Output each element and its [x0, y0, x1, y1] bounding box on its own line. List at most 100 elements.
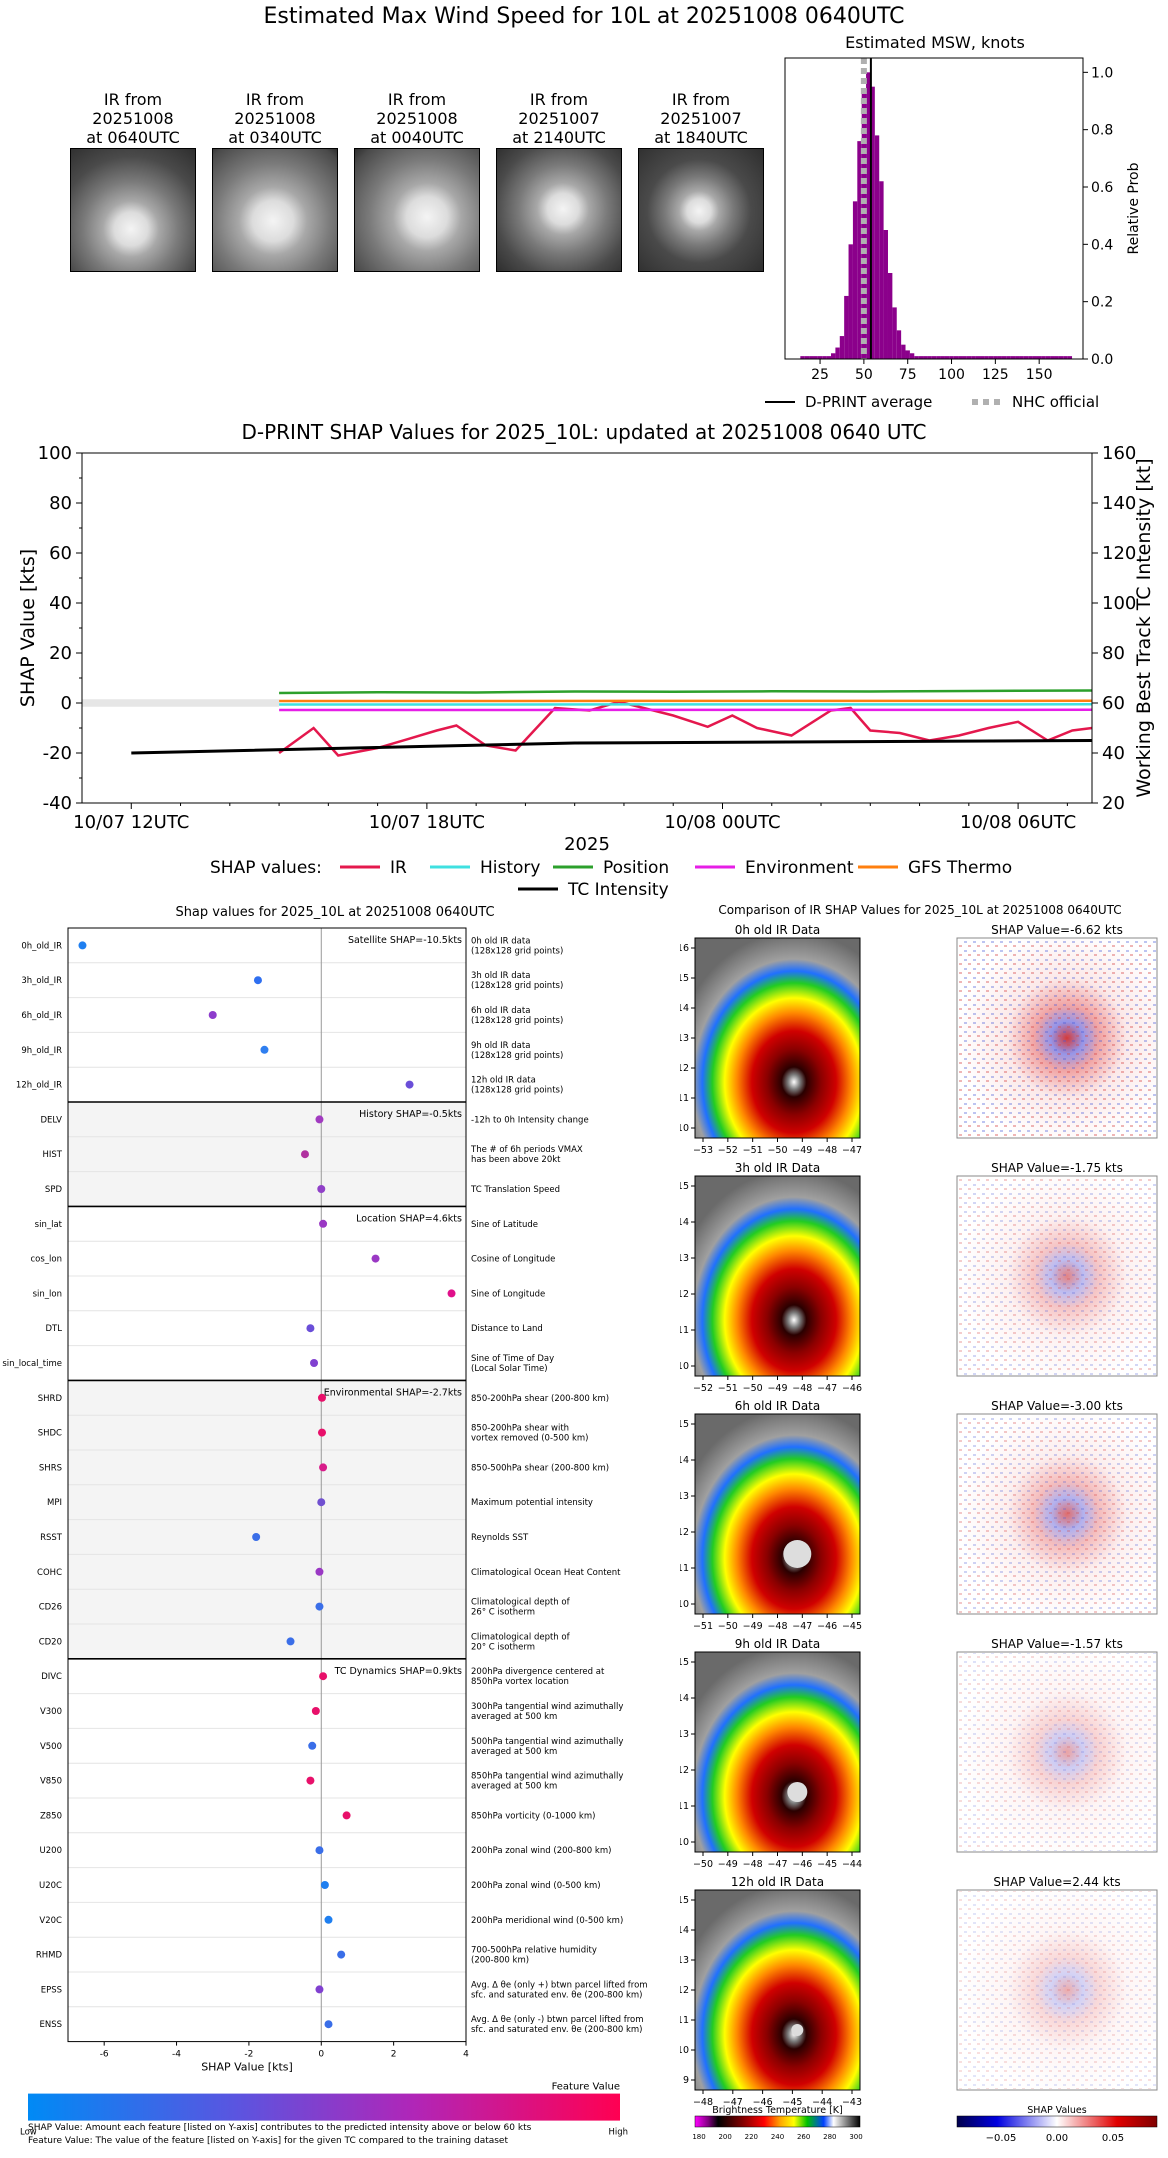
ir-y-tick-label: 11: [680, 1563, 689, 1574]
ir-x-tick-label: −46: [817, 1621, 837, 1632]
ir-x-tick-label: −48: [767, 1621, 787, 1632]
ir-x-tick-label: −49: [792, 1145, 812, 1156]
ir-y-tick-label: 13: [680, 1033, 689, 1044]
histogram-bar: [1063, 356, 1068, 359]
feature-description: 500hPa tangential wind azimuthally: [471, 1737, 623, 1747]
feature-name: RHMD: [36, 1951, 63, 1961]
histogram-bar: [931, 356, 937, 359]
ir-y-tick-label: 14: [680, 1925, 689, 1936]
feature-group-label: History SHAP=-0.5kts: [359, 1109, 462, 1120]
histogram-bar: [1001, 356, 1007, 359]
ir-x-tick-label: −45: [782, 2097, 802, 2108]
histogram-bar: [1036, 356, 1042, 359]
feature-name: 3h_old_IR: [21, 976, 62, 986]
shap-panel-speckle: [958, 1891, 1156, 2089]
ir-y-tick-label: 12: [680, 1289, 689, 1300]
feature-description: sfc. and saturated env. θe (200-800 km): [471, 1990, 643, 2000]
bt-colorbar-tick: 200: [718, 2133, 731, 2141]
ir-x-tick-label: −50: [693, 1859, 713, 1870]
ir-thumbnail-image: [354, 148, 480, 272]
feature-name: sin_lon: [33, 1289, 62, 1299]
legend-label-tc-intensity: TC Intensity: [567, 880, 669, 900]
ts-right-tick-label: 40: [1102, 743, 1125, 764]
ir-thumbnail-title: IR from 20251007 at 1840UTC: [636, 90, 766, 147]
bt-colorbar: [694, 2115, 861, 2128]
feature-description: 200hPa meridional wind (0-500 km): [471, 1916, 623, 1926]
ir-thumbnail-title-line: at 0640UTC: [86, 128, 180, 147]
feature-description: averaged at 500 km: [471, 1747, 557, 1757]
feature-description: Cosine of Longitude: [471, 1255, 555, 1265]
feature-name: SHDC: [38, 1429, 62, 1439]
bt-colorbar-tick: 180: [692, 2133, 705, 2141]
ir-thumbnail-title-line: at 1840UTC: [654, 128, 748, 147]
ts-right-axis-label: Working Best Track TC Intensity [kt]: [1133, 458, 1155, 797]
feature-point: [315, 1985, 324, 1994]
feature-point: [315, 1846, 324, 1855]
feature-name: 0h_old_IR: [21, 941, 62, 951]
feature-x-tick-label: 2: [391, 2050, 397, 2060]
feature-point: [208, 1011, 217, 1019]
ir-y-tick-label: 14: [680, 1455, 689, 1466]
feature-name: SHRS: [39, 1463, 62, 1473]
ir-y-tick-label: 13: [680, 1491, 689, 1502]
feature-point: [319, 1219, 328, 1228]
feature-x-tick-label: 4: [463, 2050, 469, 2060]
feature-description: (128x128 grid points): [471, 1016, 563, 1026]
ts-left-tick-label: -40: [43, 793, 72, 814]
ir-x-tick-label: −44: [842, 1859, 862, 1870]
feature-description: averaged at 500 km: [471, 1782, 557, 1792]
shap-panel-title: SHAP Value=-1.57 kts: [991, 1637, 1123, 1651]
ir-thumbnail-title: IR from 20251008 at 0040UTC: [352, 90, 482, 147]
feature-description: Climatological Ocean Heat Content: [471, 1568, 621, 1578]
histogram-bar: [839, 336, 845, 359]
shap-colorbar-tick: 0.00: [1046, 2133, 1068, 2144]
ir-x-tick-label: −47: [817, 1383, 837, 1394]
ir-x-tick-label: −43: [842, 2097, 862, 2108]
ir-x-tick-label: −50: [767, 1145, 787, 1156]
ir-y-tick-label: 11: [680, 1801, 689, 1812]
feature-description: 700-500hPa relative humidity: [471, 1946, 597, 1956]
ir-y-tick-label: 11: [680, 2015, 689, 2026]
ir-panel-title: 6h old IR Data: [735, 1399, 821, 1413]
histogram-bar: [1045, 356, 1051, 359]
histogram-bar: [866, 72, 871, 359]
feature-description: averaged at 500 km: [471, 1712, 557, 1722]
feature-x-tick-label: -4: [172, 2050, 181, 2060]
ir-x-tick-label: −46: [792, 1859, 812, 1870]
ir-y-tick-label: 10: [680, 2045, 689, 2056]
ts-left-tick-label: 40: [49, 593, 72, 614]
ts-right-tick-label: 140: [1102, 493, 1136, 514]
feature-point: [317, 1393, 326, 1402]
feature-point: [300, 1150, 309, 1159]
feature-point: [253, 976, 262, 985]
histogram-y-axis-label: Relative Prob: [1126, 162, 1140, 254]
ir-y-tick-label: 12: [680, 1063, 689, 1074]
histogram-bar: [997, 356, 1002, 359]
ir-thumbnail-title-line: at 2140UTC: [512, 128, 606, 147]
histogram-bar: [971, 356, 976, 359]
feature-description: 200hPa zonal wind (200-800 km): [471, 1846, 611, 1856]
ir-y-tick-label: 14: [680, 1217, 689, 1228]
legend-title: SHAP values:: [210, 858, 322, 878]
series-line-ir: [278, 700, 1093, 757]
histogram-y-tick-label: 1.0: [1091, 65, 1113, 81]
histogram-bar: [953, 356, 959, 359]
histogram-bar: [966, 356, 972, 359]
bt-colorbar-tick: 280: [823, 2133, 836, 2141]
ir-x-tick-label: −49: [767, 1383, 787, 1394]
ir-thumbnail-title-line: at 0340UTC: [228, 128, 322, 147]
ir-y-tick-label: 15: [680, 973, 689, 984]
histogram-bar: [1054, 356, 1059, 359]
ir-y-tick-label: 10: [680, 1123, 689, 1134]
feature-point: [78, 941, 87, 950]
feature-name: MPI: [47, 1498, 62, 1508]
histogram-bar: [896, 330, 902, 359]
feature-description: Sine of Time of Day: [471, 1354, 554, 1364]
histogram-bar: [1006, 356, 1011, 359]
ts-left-tick-label: 60: [49, 543, 72, 564]
feature-colorbar-high: High: [608, 2128, 628, 2138]
ir-y-tick-label: 13: [680, 1729, 689, 1740]
zero-reference-band: [82, 699, 280, 707]
bt-colorbar-tick: 220: [745, 2133, 758, 2141]
histogram-bar: [874, 135, 880, 359]
